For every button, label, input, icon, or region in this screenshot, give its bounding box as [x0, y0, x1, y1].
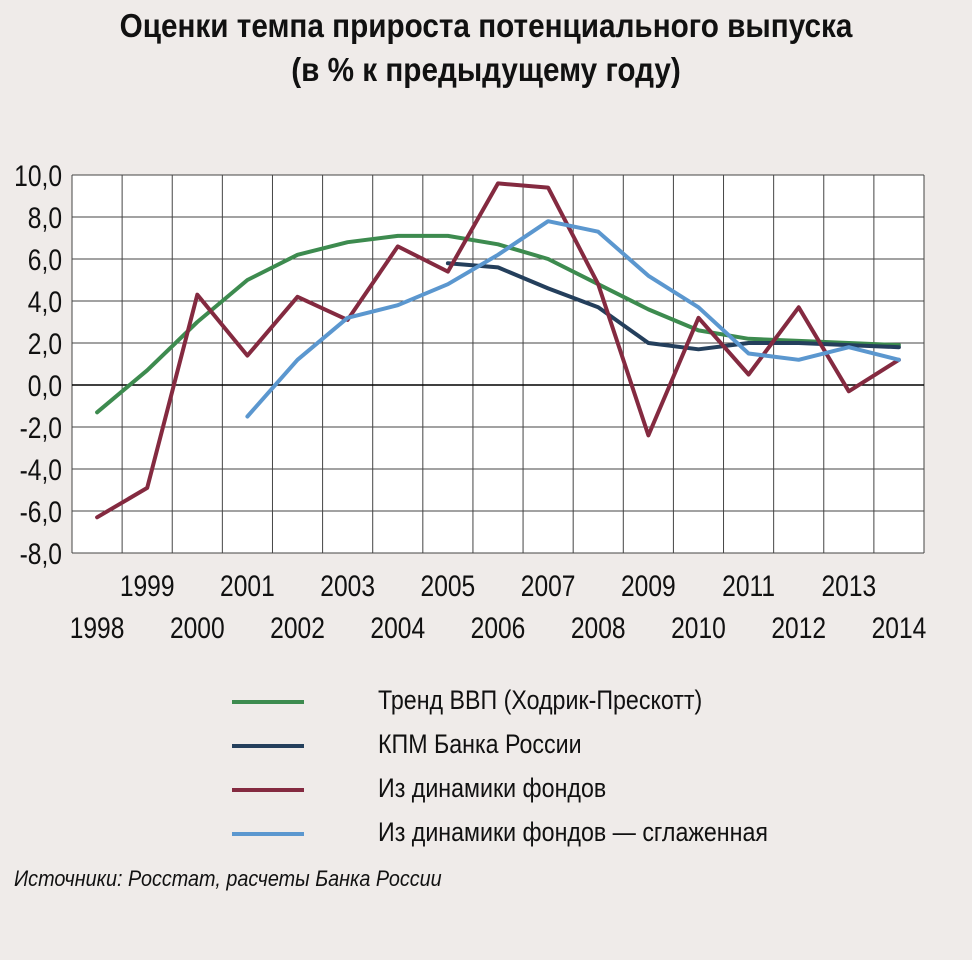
chart-title-line-2: (в % к предыдущему году) — [291, 51, 681, 88]
y-tick-label: 0,0 — [28, 369, 62, 403]
x-tick-label: 2011 — [722, 569, 775, 603]
y-tick-label: 8,0 — [28, 201, 62, 235]
y-tick-label: -8,0 — [20, 537, 62, 571]
x-tick-label: 2013 — [821, 569, 876, 603]
x-tick-label: 2001 — [220, 569, 275, 603]
x-tick-label: 2012 — [771, 611, 826, 645]
x-tick-label: 2002 — [270, 611, 325, 645]
y-tick-label: 10,0 — [14, 159, 62, 193]
series-line-funds — [95, 181, 901, 520]
series-line-funds-smoothed — [245, 219, 901, 419]
x-tick-label: 2009 — [621, 569, 676, 603]
line-chart: 10,0 8,0 6,0 4,0 2,0 0,0 -2,0 -4,0 -6,0 -8,0 1998 1… — [14, 159, 927, 645]
legend-label-kpm: КПМ Банка России — [378, 729, 582, 759]
y-tick-label: -2,0 — [20, 411, 62, 445]
x-tick-label: 2005 — [421, 569, 476, 603]
plot-area — [72, 175, 924, 553]
legend-swatch-funds — [232, 788, 304, 792]
chart-title-line-1: Оценки темпа прироста потенциального вып… — [119, 7, 853, 44]
x-tick-label: 2007 — [521, 569, 576, 603]
legend-swatch-kpm — [232, 744, 304, 748]
legend-label-funds-smoothed: Из динамики фондов — сглаженная — [378, 817, 768, 847]
series-line-hp-trend — [95, 233, 901, 415]
x-tick-label: 1998 — [70, 611, 125, 645]
x-tick-label: 2003 — [320, 569, 375, 603]
y-tick-label: -4,0 — [20, 453, 62, 487]
source-note: Источники: Росстат, расчеты Банка России — [14, 866, 442, 891]
x-tick-label: 1999 — [120, 569, 175, 603]
x-tick-label: 2008 — [571, 611, 626, 645]
x-tick-label: 2000 — [170, 611, 225, 645]
x-tick-label: 2004 — [370, 611, 425, 645]
x-tick-label: 2006 — [471, 611, 526, 645]
legend-label-hp-trend: Тренд ВВП (Ходрик-Прескотт) — [378, 685, 703, 715]
y-tick-label: 6,0 — [28, 243, 62, 277]
y-tick-label: -6,0 — [20, 495, 62, 529]
y-tick-label: 2,0 — [28, 327, 62, 361]
chart-title: Оценки темпа прироста потенциального вып… — [49, 4, 924, 92]
y-tick-label: 4,0 — [28, 285, 62, 319]
legend-label-funds: Из динамики фондов — [378, 773, 607, 803]
x-tick-label: 2010 — [671, 611, 726, 645]
x-tick-label: 2014 — [872, 611, 927, 645]
series-line-kpm — [445, 261, 901, 352]
legend-swatch-funds-smoothed — [232, 832, 304, 836]
legend-swatch-hp-trend — [232, 700, 304, 704]
